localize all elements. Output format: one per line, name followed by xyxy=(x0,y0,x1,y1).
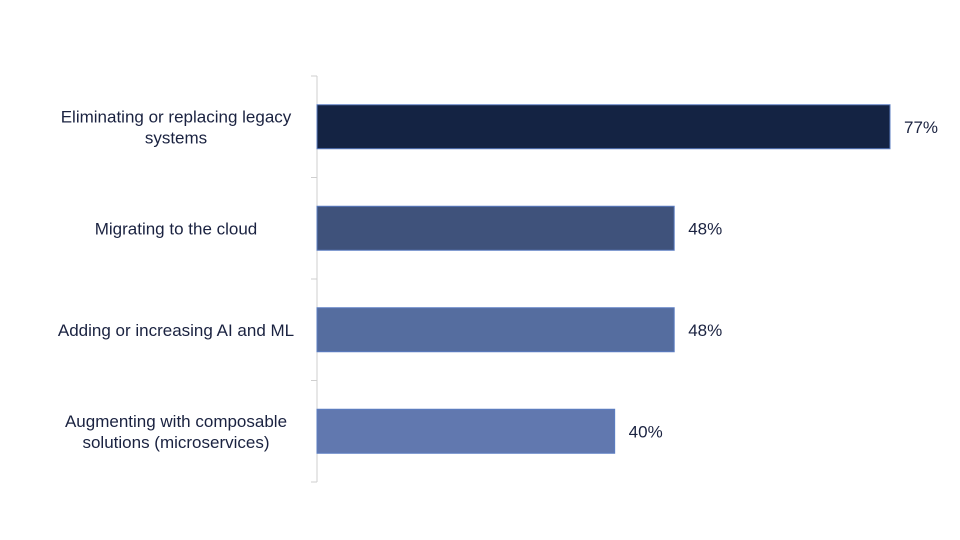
bar xyxy=(316,307,675,353)
bar xyxy=(316,408,616,454)
value-label: 40% xyxy=(629,422,663,441)
bars-layer xyxy=(316,104,891,454)
value-labels: 77% 48% 48% 40% xyxy=(629,118,938,442)
category-label: Augmenting with composable solutions (mic… xyxy=(65,412,287,452)
category-labels: Eliminating or replacing legacy systems Mi… xyxy=(58,107,294,452)
category-label: Adding or increasing AI and ML xyxy=(58,321,294,340)
value-label: 77% xyxy=(904,118,938,137)
category-label: Migrating to the cloud xyxy=(95,219,258,238)
bar xyxy=(316,104,891,150)
category-label: Eliminating or replacing legacy systems xyxy=(61,107,292,147)
bar xyxy=(316,205,675,251)
value-label: 48% xyxy=(688,219,722,238)
value-label: 48% xyxy=(688,321,722,340)
axis-layer xyxy=(311,75,318,483)
